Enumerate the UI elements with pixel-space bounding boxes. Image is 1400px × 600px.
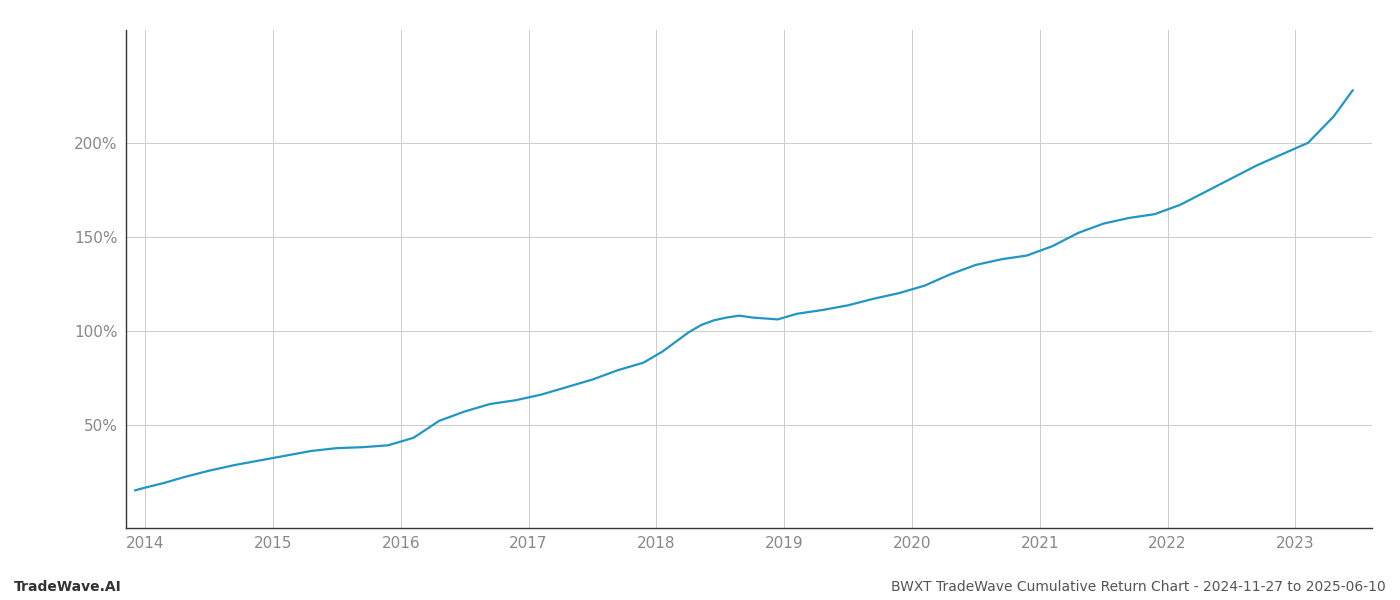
Text: BWXT TradeWave Cumulative Return Chart - 2024-11-27 to 2025-06-10: BWXT TradeWave Cumulative Return Chart -… — [892, 580, 1386, 594]
Text: TradeWave.AI: TradeWave.AI — [14, 580, 122, 594]
